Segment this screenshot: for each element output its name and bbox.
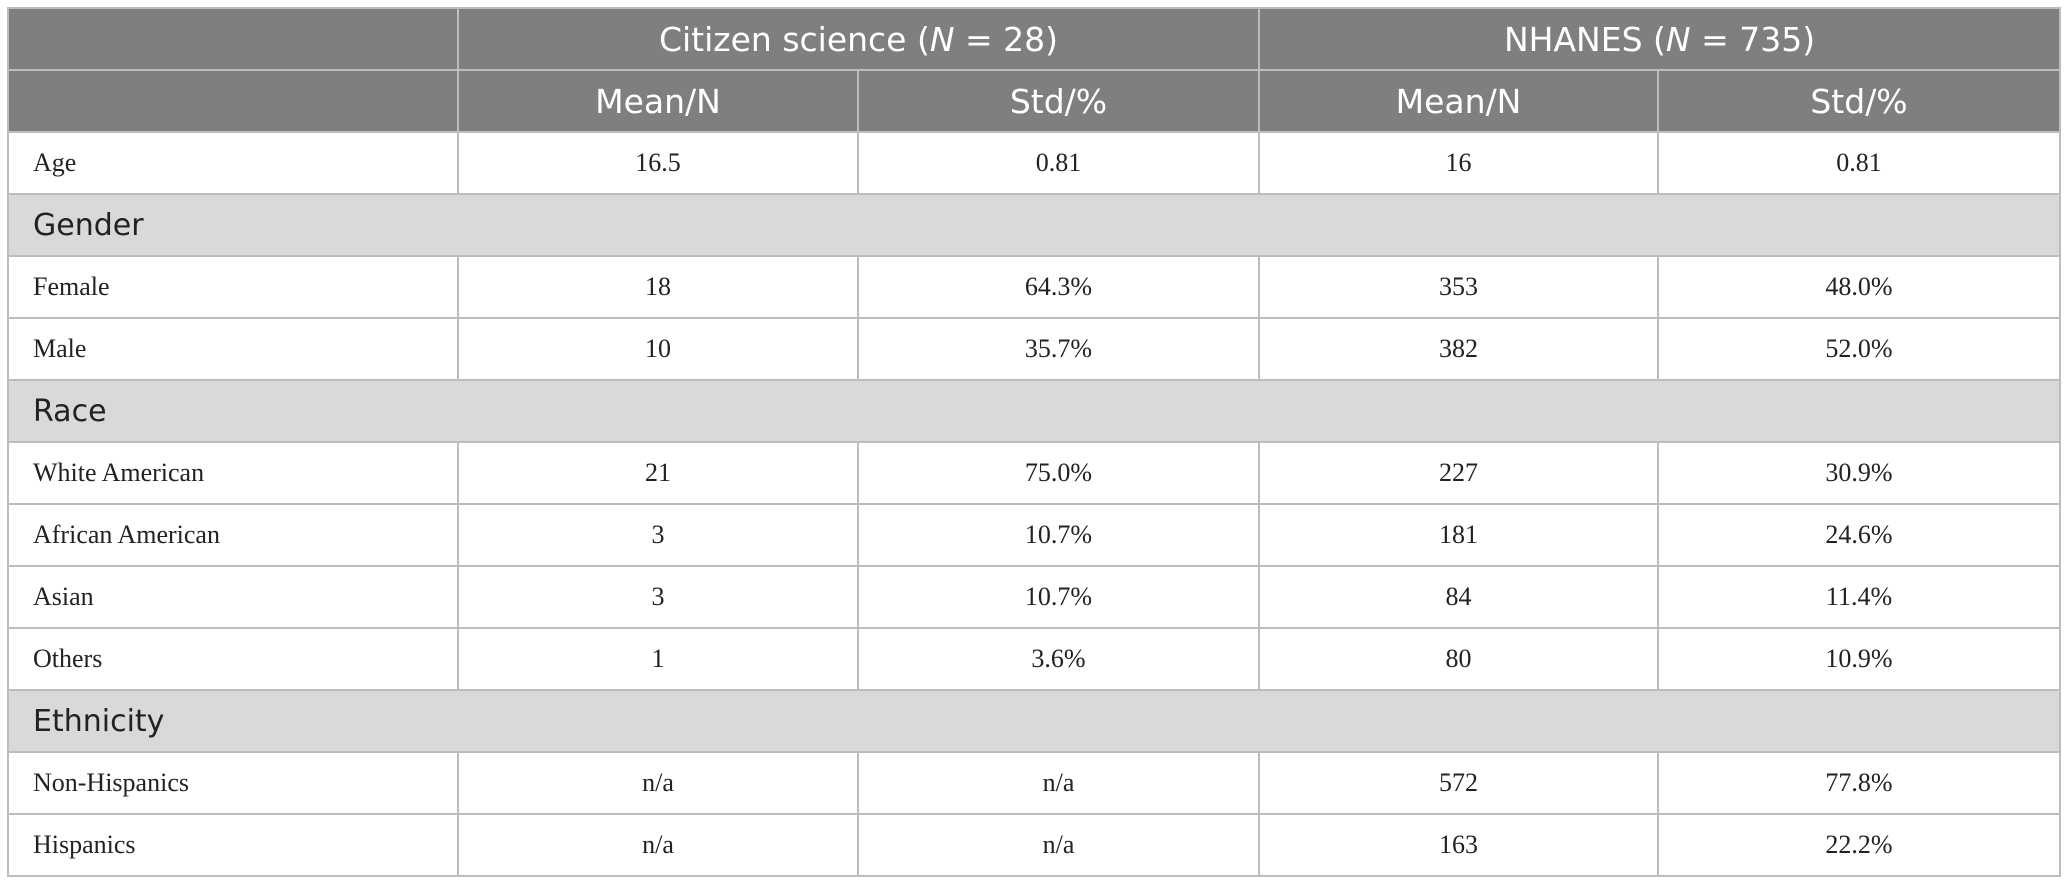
cell-nhanes-mean: 84 <box>1258 565 1660 629</box>
header-corner-cell <box>7 7 459 71</box>
header-row-groups: Citizen science (N = 28) NHANES (N = 735… <box>7 7 2062 71</box>
cell-cs-mean: 21 <box>457 441 859 505</box>
cell-nhanes-mean: 572 <box>1258 751 1660 815</box>
cell-nhanes-mean: 163 <box>1258 813 1660 877</box>
cell-cs-mean: 3 <box>457 565 859 629</box>
cell-cs-std: n/a <box>856 813 1261 877</box>
header-row-subcolumns: Mean/N Std/% Mean/N Std/% <box>7 69 2062 133</box>
header-cs-mean: Mean/N <box>457 69 859 133</box>
demographics-table: Citizen science (N = 28) NHANES (N = 735… <box>6 7 2062 877</box>
cell-cs-mean: 16.5 <box>457 131 859 195</box>
cell-cs-std: 75.0% <box>856 441 1261 505</box>
cell-nhanes-mean: 353 <box>1258 255 1660 319</box>
section-row-ethnicity: Ethnicity <box>6 689 2062 753</box>
cell-cs-std: n/a <box>856 751 1261 815</box>
header-nhanes-n: N <box>1665 19 1691 59</box>
header-nhanes-mean: Mean/N <box>1258 69 1660 133</box>
cell-cs-std: 3.6% <box>856 627 1261 691</box>
table-row-age: Age 16.5 0.81 16 0.81 <box>7 131 2062 195</box>
row-label: White American <box>7 441 459 505</box>
section-label: Gender <box>6 193 2062 257</box>
cell-cs-mean: 10 <box>457 317 859 381</box>
table-row-others: Others 1 3.6% 80 10.9% <box>7 627 2062 691</box>
table-row-non-hispanics: Non-Hispanics n/a n/a 572 77.8% <box>7 751 2062 815</box>
row-label: Others <box>7 627 459 691</box>
header-citizen-science-suffix: = 28) <box>954 19 1059 59</box>
header-nhanes-prefix: NHANES ( <box>1503 19 1666 59</box>
header-citizen-science: Citizen science (N = 28) <box>456 7 1261 71</box>
header-citizen-science-n: N <box>929 19 955 59</box>
cell-nhanes-mean: 382 <box>1258 317 1660 381</box>
row-label: Non-Hispanics <box>7 751 459 815</box>
table-row-white-american: White American 21 75.0% 227 30.9% <box>7 441 2062 505</box>
cell-nhanes-std: 11.4% <box>1657 565 2062 629</box>
cell-cs-std: 64.3% <box>856 255 1261 319</box>
cell-nhanes-std: 0.81 <box>1657 131 2062 195</box>
table-row-asian: Asian 3 10.7% 84 11.4% <box>7 565 2062 629</box>
table-row-male: Male 10 35.7% 382 52.0% <box>7 317 2062 381</box>
cell-nhanes-std: 77.8% <box>1657 751 2062 815</box>
cell-cs-mean: n/a <box>457 751 859 815</box>
header-nhanes-suffix: = 735) <box>1690 19 1816 59</box>
cell-cs-mean: 3 <box>457 503 859 567</box>
table-body: Age 16.5 0.81 16 0.81 Gender Female 18 6… <box>6 131 2062 877</box>
cell-nhanes-mean: 80 <box>1258 627 1660 691</box>
cell-cs-mean: 1 <box>457 627 859 691</box>
cell-nhanes-mean: 16 <box>1258 131 1660 195</box>
row-label: Female <box>7 255 459 319</box>
table-row-female: Female 18 64.3% 353 48.0% <box>7 255 2062 319</box>
section-label: Ethnicity <box>6 689 2062 753</box>
cell-cs-mean: n/a <box>457 813 859 877</box>
cell-cs-std: 10.7% <box>856 565 1261 629</box>
cell-cs-mean: 18 <box>457 255 859 319</box>
cell-nhanes-std: 30.9% <box>1657 441 2062 505</box>
header-nhanes-std: Std/% <box>1657 69 2062 133</box>
cell-cs-std: 10.7% <box>856 503 1261 567</box>
cell-nhanes-std: 24.6% <box>1657 503 2062 567</box>
cell-nhanes-mean: 181 <box>1258 503 1660 567</box>
cell-nhanes-mean: 227 <box>1258 441 1660 505</box>
cell-nhanes-std: 48.0% <box>1657 255 2062 319</box>
cell-nhanes-std: 10.9% <box>1657 627 2062 691</box>
section-row-race: Race <box>6 379 2062 443</box>
cell-cs-std: 0.81 <box>856 131 1261 195</box>
cell-nhanes-std: 52.0% <box>1657 317 2062 381</box>
cell-nhanes-std: 22.2% <box>1657 813 2062 877</box>
row-label: African American <box>7 503 459 567</box>
header-cs-std: Std/% <box>856 69 1261 133</box>
header-corner-cell-2 <box>7 69 459 133</box>
header-nhanes: NHANES (N = 735) <box>1258 7 2062 71</box>
header-citizen-science-prefix: Citizen science ( <box>658 19 930 59</box>
table-row-african-american: African American 3 10.7% 181 24.6% <box>7 503 2062 567</box>
row-label: Asian <box>7 565 459 629</box>
row-label: Age <box>7 131 459 195</box>
row-label: Male <box>7 317 459 381</box>
section-row-gender: Gender <box>6 193 2062 257</box>
table-row-hispanics: Hispanics n/a n/a 163 22.2% <box>7 813 2062 877</box>
table-header: Citizen science (N = 28) NHANES (N = 735… <box>7 7 2062 133</box>
row-label: Hispanics <box>7 813 459 877</box>
cell-cs-std: 35.7% <box>856 317 1261 381</box>
section-label: Race <box>6 379 2062 443</box>
